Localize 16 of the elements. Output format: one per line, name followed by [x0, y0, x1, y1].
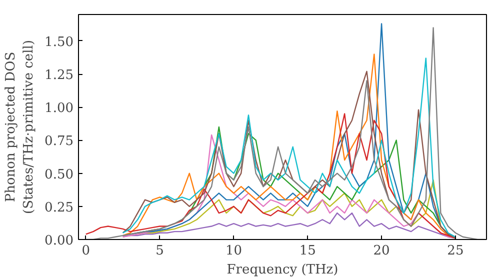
- y-tick-label: 0.00: [44, 234, 74, 248]
- x-tick-label: 15: [299, 244, 316, 258]
- y-axis-title: Phonon projected DOS (States/THz·primitive cell): [4, 40, 37, 214]
- x-tick-label: 0: [82, 244, 90, 258]
- y-tick-label: 1.00: [44, 101, 74, 116]
- x-tick-label: 10: [225, 244, 242, 258]
- y-tick-label: 1.50: [44, 34, 74, 50]
- x-tick-label: 25: [447, 244, 464, 258]
- y-tick-label: 0.50: [44, 167, 74, 182]
- line-series: [85, 113, 456, 239]
- x-axis-title: Frequency (THz): [226, 262, 338, 278]
- x-tick-label: 5: [156, 244, 164, 258]
- y-tick-label: 0.75: [44, 134, 74, 150]
- x-tick-label: 20: [373, 244, 390, 258]
- y-tick-label: 1.25: [44, 68, 74, 84]
- y-tick-label: 0.25: [44, 200, 74, 216]
